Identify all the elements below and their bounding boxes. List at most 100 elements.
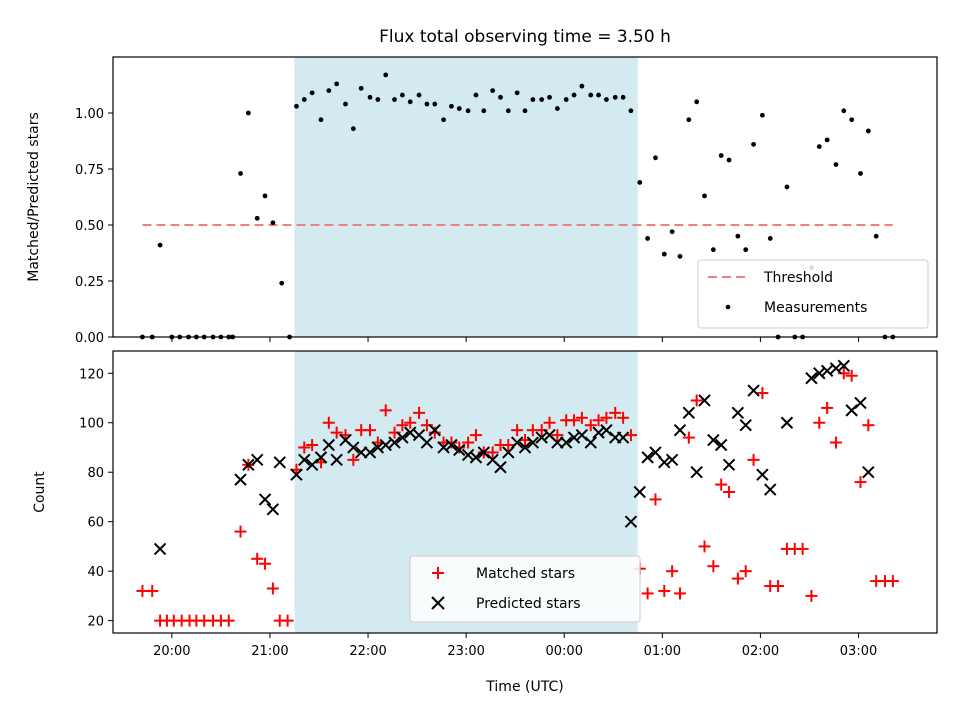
measurement-point bbox=[628, 108, 634, 114]
predicted-star-point bbox=[266, 503, 280, 516]
matched-star-point bbox=[462, 436, 475, 449]
predicted-star-point bbox=[780, 416, 794, 429]
predicted-star-point bbox=[518, 441, 532, 454]
measurement-point bbox=[718, 153, 724, 158]
top-y-tick-label: 0.75 bbox=[75, 163, 104, 178]
measurement-point bbox=[743, 247, 749, 253]
bottom-x-tick-label: 22:00 bbox=[349, 644, 386, 659]
matched-star-point bbox=[266, 582, 279, 595]
top-highlight-span bbox=[294, 57, 638, 337]
bottom-y-tick-label: 120 bbox=[79, 367, 104, 382]
measurement-point bbox=[441, 117, 446, 123]
matched-star-point bbox=[690, 394, 703, 407]
predicted-star-point bbox=[526, 436, 540, 449]
measurement-point bbox=[490, 88, 496, 93]
measurement-point bbox=[547, 94, 552, 100]
predicted-star-point bbox=[404, 426, 417, 439]
chart-title: Flux total observing time = 3.50 h bbox=[379, 27, 671, 47]
legend-matched-label: Matched stars bbox=[476, 566, 575, 582]
measurement-point bbox=[571, 92, 577, 98]
measurement-point bbox=[514, 90, 520, 96]
measurement-point bbox=[334, 81, 340, 87]
bottom-legend-box bbox=[409, 555, 641, 623]
matched-star-point bbox=[379, 404, 392, 417]
legend-predicted-swatch bbox=[431, 596, 445, 610]
predicted-star-point bbox=[494, 461, 507, 474]
predicted-star-point bbox=[698, 394, 711, 407]
bottom-x-tick-label: 21:00 bbox=[251, 644, 288, 659]
bottom-x-tick-label: 03:00 bbox=[840, 644, 877, 659]
matched-star-point bbox=[609, 406, 622, 419]
top-y-axis-label: Matched/Predicted stars bbox=[26, 112, 42, 282]
predicted-star-point bbox=[551, 436, 564, 449]
measurement-point bbox=[432, 101, 438, 107]
matched-star-point bbox=[772, 580, 785, 592]
measurement-point bbox=[637, 180, 643, 185]
measurement-point bbox=[358, 85, 364, 91]
top-y-tick-label: 0.25 bbox=[75, 275, 104, 290]
matched-star-point bbox=[511, 424, 524, 437]
predicted-star-point bbox=[837, 359, 851, 373]
matched-star-point bbox=[723, 486, 736, 498]
measurement-point bbox=[465, 108, 471, 114]
matched-star-point bbox=[251, 552, 264, 565]
matched-star-point bbox=[259, 557, 272, 570]
predicted-star-point bbox=[747, 384, 760, 397]
measurement-point bbox=[367, 94, 373, 100]
matched-star-point bbox=[617, 411, 630, 424]
predicted-star-point bbox=[739, 419, 752, 432]
measurement-point bbox=[612, 94, 618, 100]
predicted-star-point bbox=[682, 406, 696, 420]
measurement-point bbox=[579, 83, 585, 89]
matched-star-point bbox=[298, 441, 311, 454]
bottom-x-axis-label: Time (UTC) bbox=[485, 679, 563, 695]
matched-star-point bbox=[404, 416, 417, 429]
measurement-point bbox=[326, 88, 332, 93]
matched-star-point bbox=[330, 426, 343, 439]
measurement-point bbox=[270, 220, 276, 226]
matched-star-point bbox=[568, 414, 581, 427]
bottom-x-ticks: 20:00 21:00 22:00 23:00 00:00 01:00 02:00 03:00 bbox=[153, 633, 877, 659]
predicted-star-point bbox=[559, 436, 573, 449]
matched-star-point bbox=[222, 614, 235, 627]
measurement-point bbox=[350, 126, 356, 132]
measurement-point bbox=[759, 112, 765, 118]
predicted-star-point bbox=[658, 456, 671, 469]
predicted-star-point bbox=[690, 466, 703, 479]
legend-measurements-label: Measurements bbox=[764, 300, 867, 316]
predicted-star-point bbox=[250, 453, 264, 467]
measurement-point bbox=[694, 99, 700, 105]
top-y-tick-label: 0.50 bbox=[75, 219, 104, 234]
matched-star-point bbox=[306, 439, 319, 451]
matched-star-point bbox=[666, 565, 679, 578]
matched-star-point bbox=[845, 369, 858, 382]
measurement-point bbox=[751, 141, 756, 147]
measurement-point bbox=[645, 236, 651, 241]
matched-star-point bbox=[658, 584, 671, 597]
measurement-point bbox=[596, 92, 601, 98]
matched-star-point bbox=[813, 416, 826, 429]
matched-star-point bbox=[698, 540, 711, 553]
measurement-point bbox=[554, 106, 560, 111]
predicted-star-point bbox=[388, 436, 401, 449]
predicted-stars-points bbox=[153, 359, 875, 556]
measurement-point bbox=[245, 110, 251, 116]
measurement-point bbox=[416, 92, 422, 98]
measurement-point bbox=[505, 108, 511, 114]
predicted-star-point bbox=[535, 431, 548, 444]
bottom-y-tick-label: 40 bbox=[87, 565, 104, 580]
predicted-star-point bbox=[805, 372, 818, 385]
predicted-star-point bbox=[764, 483, 777, 496]
predicted-star-point bbox=[707, 433, 720, 447]
measurement-point bbox=[375, 97, 381, 102]
measurement-point bbox=[530, 97, 536, 102]
matched-star-point bbox=[731, 572, 744, 585]
top-plot-frame bbox=[112, 56, 938, 338]
matched-star-point bbox=[821, 401, 834, 414]
predicted-star-point bbox=[396, 431, 409, 444]
matched-star-point bbox=[543, 416, 556, 429]
predicted-star-point bbox=[616, 431, 630, 444]
measurement-point bbox=[588, 92, 594, 98]
measurement-point bbox=[481, 108, 487, 114]
predicted-star-point bbox=[714, 438, 728, 452]
